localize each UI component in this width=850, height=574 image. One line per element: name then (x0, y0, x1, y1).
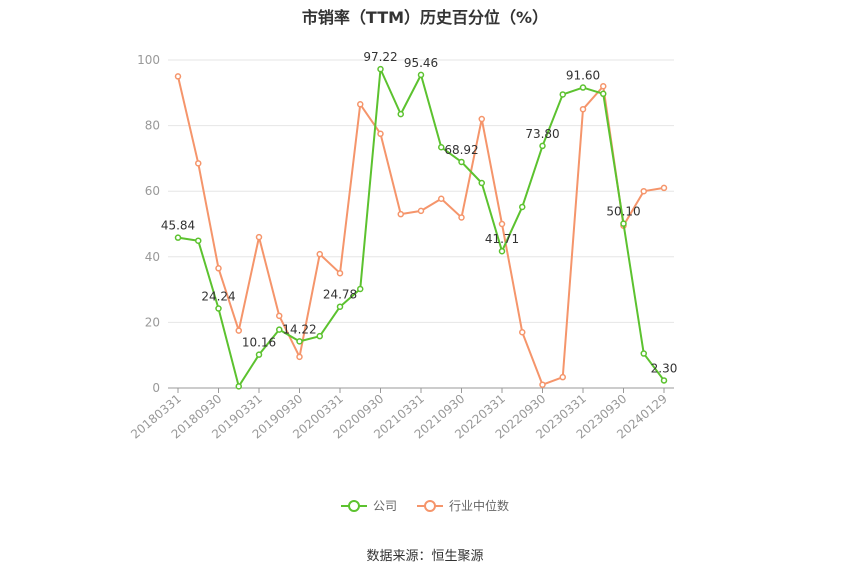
legend-swatch-company (340, 499, 367, 513)
data-point (174, 234, 182, 241)
data-point (215, 265, 222, 272)
data-point (255, 233, 263, 241)
grid-layer (168, 59, 674, 323)
data-point (336, 269, 344, 277)
data-point (559, 373, 566, 381)
data-point (255, 351, 263, 358)
data-point (539, 381, 546, 388)
source-text: 数据来源：恒生聚源 (366, 549, 484, 564)
data-point (397, 210, 404, 218)
data-point (174, 73, 182, 80)
data-point (316, 250, 323, 258)
data-point (519, 203, 526, 211)
data-point (195, 237, 202, 244)
data-label: 95.46 (404, 56, 438, 70)
data-label: 14.22 (282, 322, 316, 336)
data-label: 68.92 (444, 143, 478, 157)
data-label: 91.60 (566, 69, 600, 83)
y-tick-label: 80 (145, 119, 160, 133)
data-point (296, 353, 303, 361)
label-layer: 45.84 24.24 10.16 14.22 24.78 97.22 95.46 68.92… (161, 50, 678, 375)
series-layer (174, 65, 668, 390)
data-point (276, 326, 283, 333)
data-label: 24.78 (323, 288, 357, 302)
data-point (660, 184, 668, 192)
data-label: 2.30 (651, 361, 678, 375)
data-point (377, 130, 384, 138)
data-label: 10.16 (242, 336, 276, 350)
data-point (579, 105, 587, 113)
data-point (539, 142, 546, 150)
data-label: 45.84 (161, 219, 195, 233)
y-tick-label: 40 (145, 250, 160, 264)
chart-title: 市销率（TTM）历史百分位（%） (301, 8, 549, 27)
data-point (438, 195, 445, 202)
data-point (600, 82, 607, 90)
data-point (579, 84, 587, 91)
data-point (357, 101, 364, 108)
data-point (498, 220, 506, 228)
y-tick-label: 20 (145, 315, 160, 329)
data-point (417, 71, 425, 79)
data-label: 73.80 (525, 127, 559, 141)
data-point (478, 179, 485, 187)
data-point (498, 247, 506, 255)
data-point (478, 115, 485, 123)
data-point (377, 65, 384, 73)
legend-swatch-industry-median (417, 499, 443, 513)
data-point (559, 91, 566, 98)
data-point (235, 327, 242, 334)
data-point (336, 303, 344, 310)
y-tick-label: 0 (152, 381, 160, 395)
data-point (660, 377, 668, 384)
data-point (316, 332, 323, 340)
data-point (640, 350, 647, 357)
data-label: 97.22 (363, 50, 397, 64)
y-tick-label: 60 (145, 184, 160, 198)
data-point (357, 285, 364, 293)
legend: 公司 行业中位数 (0, 497, 850, 514)
legend-label-company: 公司 (372, 499, 397, 513)
data-point (417, 207, 425, 215)
data-point (215, 305, 222, 312)
data-point (640, 187, 647, 195)
data-point (620, 220, 627, 227)
data-point (519, 328, 526, 336)
data-point (438, 143, 445, 151)
data-label: 50.10 (606, 205, 640, 219)
data-label: 41.71 (485, 232, 519, 246)
y-tick-label: 100 (137, 53, 160, 67)
data-point (397, 110, 404, 118)
legend-item-company[interactable]: 公司 (340, 497, 397, 514)
data-label: 24.24 (201, 289, 235, 303)
data-point (235, 383, 242, 390)
data-point (195, 160, 202, 167)
data-point (600, 90, 607, 98)
data-point (458, 214, 465, 221)
data-point (296, 338, 303, 345)
data-point (458, 158, 465, 166)
legend-item-industry-median[interactable]: 行业中位数 (417, 497, 509, 514)
legend-label-industry-median: 行业中位数 (449, 499, 510, 513)
data-point (276, 312, 283, 320)
